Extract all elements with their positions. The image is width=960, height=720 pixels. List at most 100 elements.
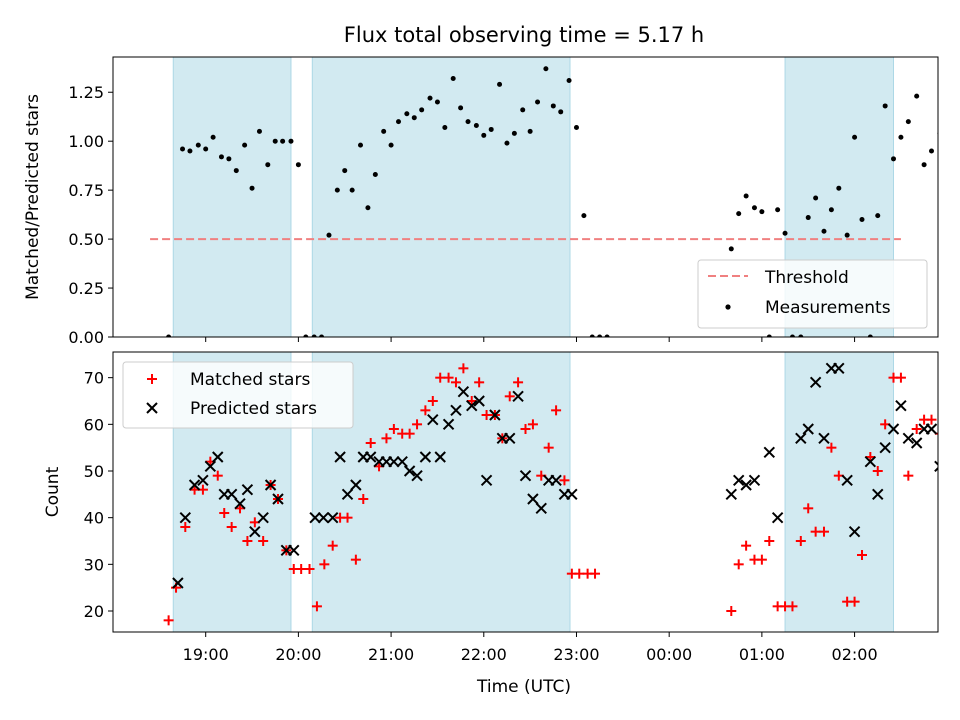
- predicted-star-point: [419, 451, 432, 463]
- matched-star-point: [895, 372, 906, 383]
- x-axis-label: Time (UTC): [476, 677, 571, 697]
- predicted-star-point: [388, 455, 400, 468]
- bottom-y-tick-label: 30: [84, 555, 104, 574]
- matched-stars-legend-swatch: [147, 374, 157, 384]
- x-tick-label: 22:00: [461, 645, 507, 664]
- predicted-star-point: [527, 493, 539, 505]
- bottom-y-tick-label: 70: [84, 369, 104, 388]
- matched-star-point: [756, 554, 767, 565]
- measurement-point: [550, 103, 556, 109]
- predicted-star-point: [396, 455, 408, 468]
- measurement-point: [821, 228, 827, 234]
- predicted-star-point: [864, 455, 877, 468]
- measurement-point: [852, 134, 858, 140]
- measurement-point: [365, 205, 371, 211]
- measurement-point: [766, 334, 772, 337]
- matched-star-point: [443, 372, 454, 383]
- measurement-point: [295, 162, 301, 168]
- measurement-point: [372, 171, 378, 177]
- predicted-star-point: [902, 432, 915, 445]
- matched-star-point: [304, 564, 315, 574]
- predicted-star-point: [204, 460, 217, 473]
- predicted-star-point: [550, 474, 562, 487]
- top-shaded-interval-1: [311, 56, 571, 338]
- measurement-point: [334, 187, 340, 193]
- matched-star-point: [810, 526, 821, 537]
- predicted-star-point: [403, 465, 416, 477]
- measurement-point: [905, 119, 911, 125]
- matched-star-point: [590, 568, 601, 579]
- top-x-axis-ticks: [205, 337, 856, 342]
- matched-star-point: [474, 377, 485, 388]
- measurement-point: [891, 156, 897, 162]
- measurement-point: [497, 81, 503, 87]
- measurement-point: [203, 146, 209, 152]
- measurement-point: [488, 126, 494, 132]
- matched-star-point: [926, 414, 937, 425]
- top-y-tick-label: 1.00: [68, 132, 104, 151]
- x-tick-label: 20:00: [275, 645, 321, 664]
- matched-stars-legend-label: Matched stars: [190, 370, 310, 390]
- bottom-y-tick-label: 60: [84, 415, 104, 434]
- bottom-legend-frame: [122, 361, 354, 429]
- matched-star-point: [350, 554, 361, 565]
- measurement-point: [604, 334, 610, 337]
- matched-star-point: [296, 564, 307, 574]
- predicted-star-point: [473, 395, 485, 407]
- top-shaded-interval-0: [172, 56, 292, 338]
- predicted-star-point: [848, 525, 861, 538]
- measurement-point: [358, 142, 363, 148]
- matched-star-point: [733, 559, 744, 570]
- matched-star-point: [543, 442, 554, 453]
- predicted-star-point: [172, 577, 184, 589]
- matched-star-point: [163, 615, 174, 626]
- measurement-point: [458, 105, 464, 111]
- predicted-star-point: [188, 479, 201, 491]
- measurement-point: [303, 334, 309, 337]
- measurement-point: [511, 130, 517, 136]
- measurement-point: [434, 99, 440, 105]
- bottom-y-tick-label: 50: [84, 462, 104, 481]
- top-y-tick-label: 0.25: [68, 279, 104, 298]
- measurement-point: [543, 66, 549, 72]
- predicted-star-point: [519, 469, 532, 482]
- predicted-star-point: [925, 423, 938, 435]
- predicted-star-point: [841, 474, 853, 487]
- measurement-point: [265, 162, 271, 168]
- matched-star-point: [450, 377, 461, 388]
- measurement-point: [326, 232, 332, 238]
- measurement-point: [813, 195, 819, 201]
- measurement-point: [921, 162, 927, 168]
- matched-star-point: [513, 377, 524, 388]
- predicted-star-point: [350, 479, 362, 491]
- matched-star-point: [180, 522, 191, 532]
- predicted-star-point: [288, 544, 300, 557]
- matched-star-point: [849, 596, 860, 607]
- measurement-point: [929, 148, 935, 154]
- matched-star-point: [242, 536, 253, 546]
- predicted-star-point: [725, 488, 737, 501]
- predicted-star-point: [212, 451, 224, 463]
- predicted-star-point: [895, 399, 907, 412]
- predicted-star-point: [512, 390, 524, 403]
- matched-star-point: [551, 405, 562, 416]
- matched-star-point: [741, 540, 752, 551]
- measurement-point: [288, 138, 294, 144]
- measurement-point: [195, 142, 201, 148]
- measurement-point: [728, 246, 734, 252]
- predicted-star-point: [264, 479, 277, 491]
- measurement-point: [218, 154, 224, 160]
- measurement-point: [844, 232, 850, 238]
- measurement-point: [798, 334, 804, 337]
- measurement-point: [226, 156, 232, 162]
- threshold-legend-label: Threshold: [764, 268, 849, 288]
- predicted-star-point: [872, 488, 884, 501]
- matched-star-point: [342, 512, 353, 523]
- measurement-point: [520, 107, 526, 113]
- matched-star-point: [803, 503, 814, 514]
- measurement-point: [272, 138, 278, 144]
- predicted-star-point: [887, 423, 900, 435]
- matched-star-point: [435, 372, 446, 383]
- matched-star-point: [527, 419, 538, 430]
- matched-star-point: [574, 568, 585, 579]
